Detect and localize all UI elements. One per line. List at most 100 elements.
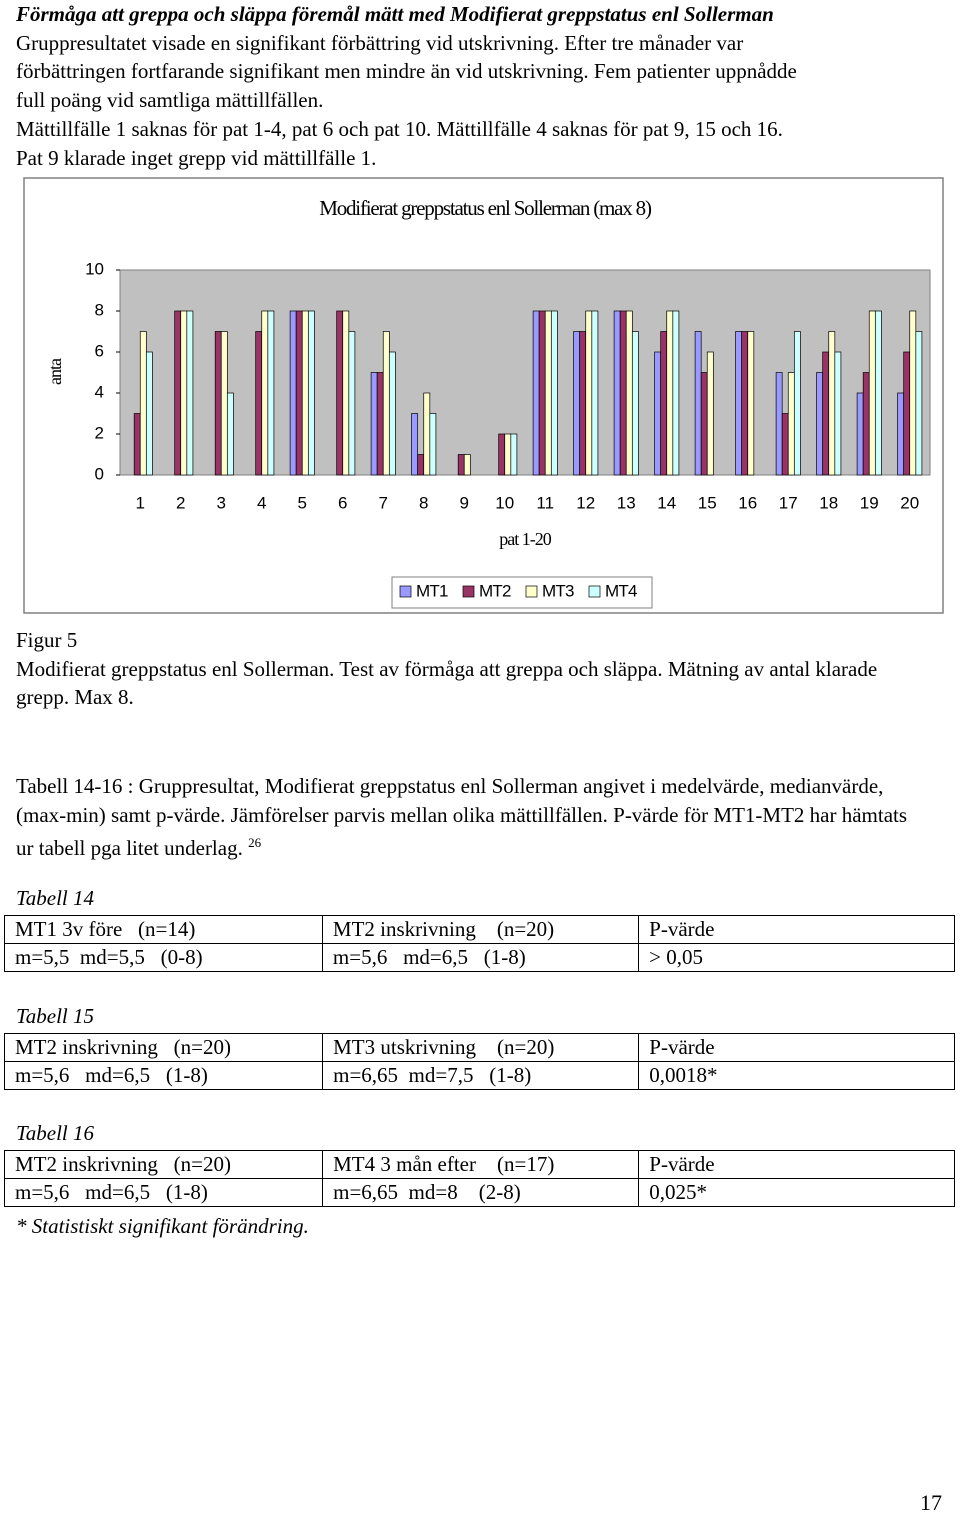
x-tick-label: 14 — [657, 493, 676, 512]
bar — [289, 310, 297, 476]
y-tick-label: 10 — [85, 259, 104, 278]
bar — [186, 310, 194, 476]
bar — [388, 351, 396, 476]
footnote: * Statistiskt signifikant förändring. — [16, 1214, 309, 1238]
x-tick-label: 17 — [779, 493, 798, 512]
bar — [423, 392, 431, 476]
table-intro: Tabell 14-16 : Gruppresultat, Modifierat… — [16, 772, 921, 863]
bar — [226, 392, 234, 476]
bar — [631, 331, 639, 476]
bar — [856, 392, 864, 476]
y-tick-label: 6 — [95, 341, 104, 360]
bar — [342, 310, 350, 476]
bar — [775, 372, 783, 476]
x-tick-label: 5 — [298, 493, 307, 512]
intro-line: Pat 9 klarade inget grepp vid mättillfäl… — [16, 145, 377, 170]
bar — [909, 310, 917, 476]
table-row: m=5,5 md=5,5 (0-8) m=5,6 md=6,5 (1-8) > 0,… — [4, 943, 955, 972]
table-cell: MT3 utskrivning (n=20) — [322, 1033, 640, 1062]
x-tick-label: 18 — [819, 493, 838, 512]
x-tick-label: 7 — [379, 493, 388, 512]
bar — [174, 310, 182, 476]
bar — [376, 372, 384, 476]
bar — [139, 331, 147, 476]
bar — [411, 413, 419, 476]
y-tick-label: 8 — [95, 300, 104, 319]
x-tick-label: 4 — [257, 493, 266, 512]
table-cell: m=6,65 md=7,5 (1-8) — [322, 1061, 640, 1090]
table-row: MT2 inskrivning (n=20) MT3 utskrivning (n… — [3, 1033, 955, 1062]
chart: Modifierat greppstatus enl Sollerman (ma… — [23, 177, 944, 614]
bar — [672, 310, 680, 476]
bar — [654, 351, 662, 476]
table-row: MT1 3v före (n=14) MT2 inskrivning (n=20)… — [4, 915, 955, 944]
bar — [301, 310, 309, 476]
bar — [828, 331, 836, 476]
intro-line: förbättringen fortfarande signifikant me… — [16, 59, 797, 84]
reference: 26 — [248, 835, 262, 851]
x-tick-label: 2 — [176, 493, 185, 512]
bar — [862, 372, 870, 476]
bar — [700, 372, 708, 476]
table-caption: Tabell 16 — [16, 1121, 94, 1145]
bar — [214, 331, 222, 476]
x-tick-label: 20 — [900, 493, 919, 512]
bar — [735, 331, 743, 476]
bar — [868, 310, 876, 476]
x-tick-label: 16 — [738, 493, 757, 512]
bar — [550, 310, 558, 476]
chart-title: Modifierat greppstatus enl Sollerman (ma… — [319, 196, 652, 220]
table-cell: MT4 3 mån efter (n=17) — [322, 1150, 640, 1179]
intro-line: Gruppresultatet visade en signifikant fö… — [16, 30, 744, 55]
table: MT1 3v före (n=14) MT2 inskrivning (n=20)… — [4, 915, 955, 972]
bar — [591, 310, 599, 476]
bar — [267, 310, 275, 476]
x-tick-label: 12 — [576, 493, 595, 512]
table-row: m=5,6 md=6,5 (1-8) m=6,65 md=8 (2-8) 0,025… — [3, 1178, 955, 1207]
bar — [532, 310, 540, 476]
x-tick-label: 1 — [136, 493, 145, 512]
legend-label: MT1 — [416, 581, 448, 600]
bar — [747, 331, 755, 476]
bar — [429, 413, 437, 476]
bar — [133, 413, 141, 476]
table-caption: Tabell 14 — [16, 886, 94, 910]
bar — [694, 331, 702, 476]
bar — [822, 351, 830, 476]
heading: Förmåga att greppa och släppa föremål mä… — [16, 2, 774, 26]
table-intro-text: Tabell 14-16 : Gruppresultat, Modifierat… — [16, 774, 908, 861]
table-cell: MT1 3v före (n=14) — [4, 915, 323, 944]
bar — [498, 433, 506, 476]
bar — [261, 310, 269, 476]
x-tick-label: 3 — [217, 493, 226, 512]
intro: Gruppresultatet visade en signifikant fö… — [16, 29, 946, 173]
table-row: m=5,6 md=6,5 (1-8) m=6,65 md=7,5 (1-8) 0,0… — [3, 1061, 955, 1090]
legend-swatch — [462, 585, 475, 598]
table-cell: m=5,6 md=6,5 (1-8) — [321, 943, 640, 972]
x-axis-label: pat 1-20 — [499, 529, 551, 549]
x-tick-label: 6 — [338, 493, 347, 512]
bar — [666, 310, 674, 476]
bar — [510, 433, 518, 476]
bar — [903, 351, 911, 476]
table-cell: MT2 inskrivning (n=20) — [3, 1033, 324, 1062]
bar — [382, 331, 390, 476]
table-cell: m=5,5 md=5,5 (0-8) — [4, 943, 323, 972]
intro-line: Mättillfälle 1 saknas för pat 1-4, pat 6… — [16, 116, 783, 141]
legend-label: MT2 — [479, 581, 511, 600]
bar — [834, 351, 842, 476]
x-tick-label: 19 — [860, 493, 879, 512]
bar — [544, 310, 552, 476]
bar — [348, 331, 356, 476]
bar — [874, 310, 882, 476]
figure-caption: Modifierat greppstatus enl Sollerman. Te… — [16, 656, 878, 710]
y-tick-label: 4 — [95, 382, 104, 401]
x-tick-label: 10 — [495, 493, 514, 512]
bar — [295, 310, 303, 476]
bar — [915, 331, 923, 476]
legend-swatch — [588, 585, 601, 598]
x-tick-label: 11 — [536, 493, 554, 512]
bar — [787, 372, 795, 476]
bar — [538, 310, 546, 476]
